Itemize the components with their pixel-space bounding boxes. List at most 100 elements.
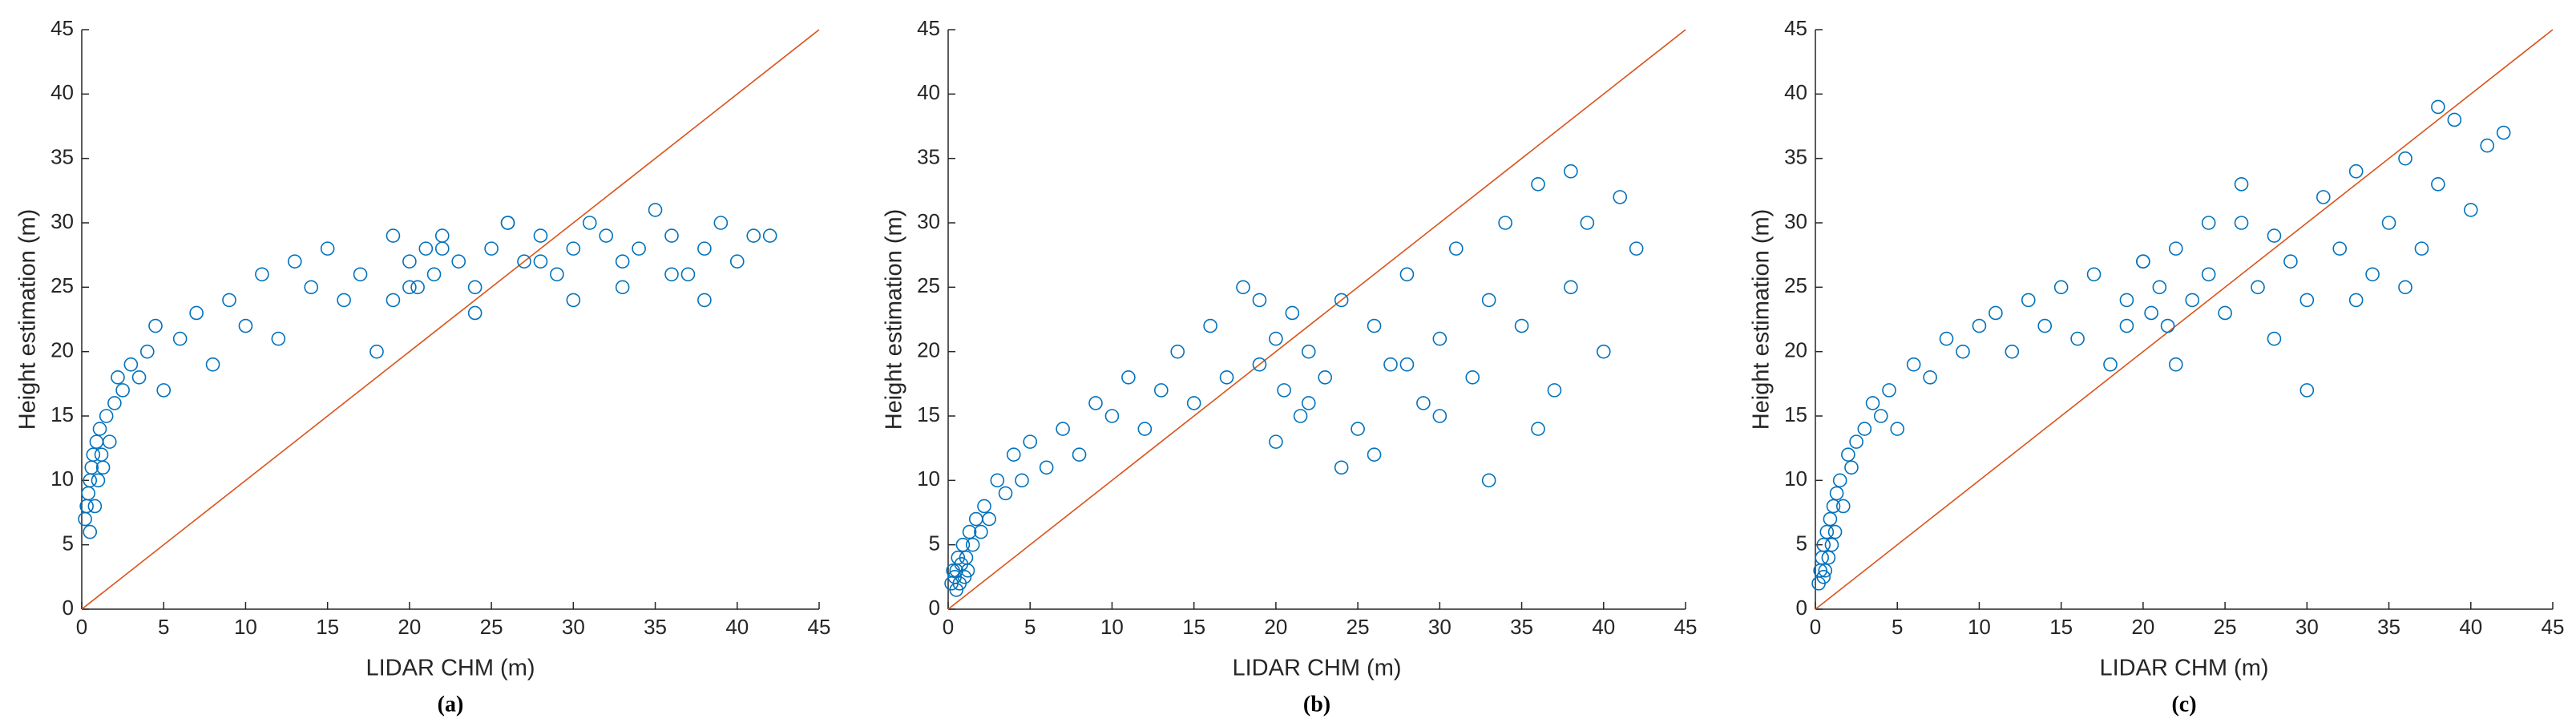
- point: [2480, 138, 2495, 153]
- point: [1056, 422, 1070, 436]
- point: [974, 524, 988, 539]
- x-tick-label: 40: [725, 615, 749, 639]
- point: [1824, 537, 1839, 552]
- point: [1186, 396, 1201, 410]
- point: [2070, 331, 2085, 346]
- point: [402, 254, 417, 269]
- y-tick-label: 5: [63, 531, 74, 555]
- point: [664, 267, 679, 282]
- point: [2021, 293, 2036, 308]
- point: [1580, 216, 1595, 230]
- point: [1818, 563, 1833, 578]
- point: [353, 267, 368, 282]
- point: [2103, 357, 2118, 372]
- caption: (a): [438, 692, 464, 717]
- point: [410, 280, 425, 295]
- point: [2365, 267, 2380, 282]
- point: [1351, 422, 1365, 436]
- y-tick-label: 0: [1796, 596, 1807, 620]
- point: [1399, 267, 1415, 282]
- point: [1481, 293, 1496, 308]
- point: [1006, 447, 1021, 462]
- point: [1301, 396, 1316, 410]
- y-tick-label: 40: [917, 80, 940, 104]
- point: [533, 228, 548, 243]
- point: [2348, 164, 2364, 179]
- point: [1841, 447, 1855, 462]
- point: [962, 524, 977, 539]
- point: [111, 370, 125, 385]
- point: [2168, 241, 2183, 256]
- point: [500, 216, 515, 230]
- point: [1153, 383, 1169, 398]
- point: [1865, 396, 1880, 410]
- y-tick-label: 0: [63, 596, 74, 620]
- point: [960, 563, 975, 578]
- x-axis-label: LIDAR CHM (m): [2099, 656, 2268, 681]
- point: [2398, 151, 2412, 166]
- point: [1137, 422, 1153, 436]
- x-tick-label: 15: [1182, 615, 1205, 639]
- x-tick-label: 10: [1100, 615, 1124, 639]
- point: [517, 254, 531, 269]
- y-tick-label: 35: [917, 145, 940, 169]
- point: [1547, 383, 1562, 398]
- point: [1564, 280, 1578, 295]
- point: [1956, 344, 1970, 359]
- point: [451, 254, 466, 269]
- point: [566, 293, 581, 308]
- y-tick-label: 40: [1784, 80, 1807, 104]
- point: [1829, 486, 1844, 501]
- point: [1498, 216, 1512, 230]
- point: [1383, 357, 1398, 372]
- caption: (c): [2171, 692, 2196, 717]
- point: [89, 434, 104, 449]
- point: [386, 293, 401, 308]
- x-tick-label: 30: [1428, 615, 1452, 639]
- point: [1170, 344, 1185, 359]
- point: [998, 486, 1013, 501]
- point: [1203, 318, 1217, 333]
- point: [2398, 280, 2412, 295]
- point: [582, 216, 597, 230]
- point: [762, 228, 777, 243]
- point: [102, 434, 117, 449]
- point: [91, 473, 106, 488]
- point: [1015, 473, 1029, 488]
- point: [255, 267, 269, 282]
- point: [1269, 434, 1283, 449]
- x-tick-label: 45: [808, 615, 831, 639]
- point: [238, 318, 253, 333]
- point: [2283, 254, 2298, 269]
- point: [1023, 434, 1038, 449]
- y-tick-label: 10: [1784, 466, 1807, 491]
- point: [386, 228, 401, 243]
- point: [746, 228, 761, 243]
- point: [418, 241, 434, 256]
- x-tick-label: 45: [2542, 615, 2565, 639]
- point: [648, 203, 663, 217]
- x-tick-label: 20: [1264, 615, 1287, 639]
- point: [337, 293, 351, 308]
- point: [2381, 216, 2396, 230]
- point: [2348, 293, 2364, 308]
- point: [426, 267, 442, 282]
- point: [2251, 280, 2265, 295]
- point: [949, 583, 964, 597]
- point: [990, 473, 1005, 488]
- point: [2152, 280, 2167, 295]
- point: [1465, 370, 1480, 385]
- y-tick-label: 35: [1784, 145, 1807, 169]
- point: [1531, 422, 1545, 436]
- point: [1816, 570, 1831, 584]
- point: [2160, 318, 2175, 333]
- point: [1596, 344, 1611, 359]
- point: [205, 357, 220, 372]
- point: [2414, 241, 2429, 256]
- x-tick-label: 35: [1510, 615, 1533, 639]
- x-tick-label: 25: [480, 615, 503, 639]
- point: [467, 305, 482, 321]
- point: [467, 280, 482, 295]
- point: [1448, 241, 1464, 256]
- x-tick-label: 0: [1810, 615, 1821, 639]
